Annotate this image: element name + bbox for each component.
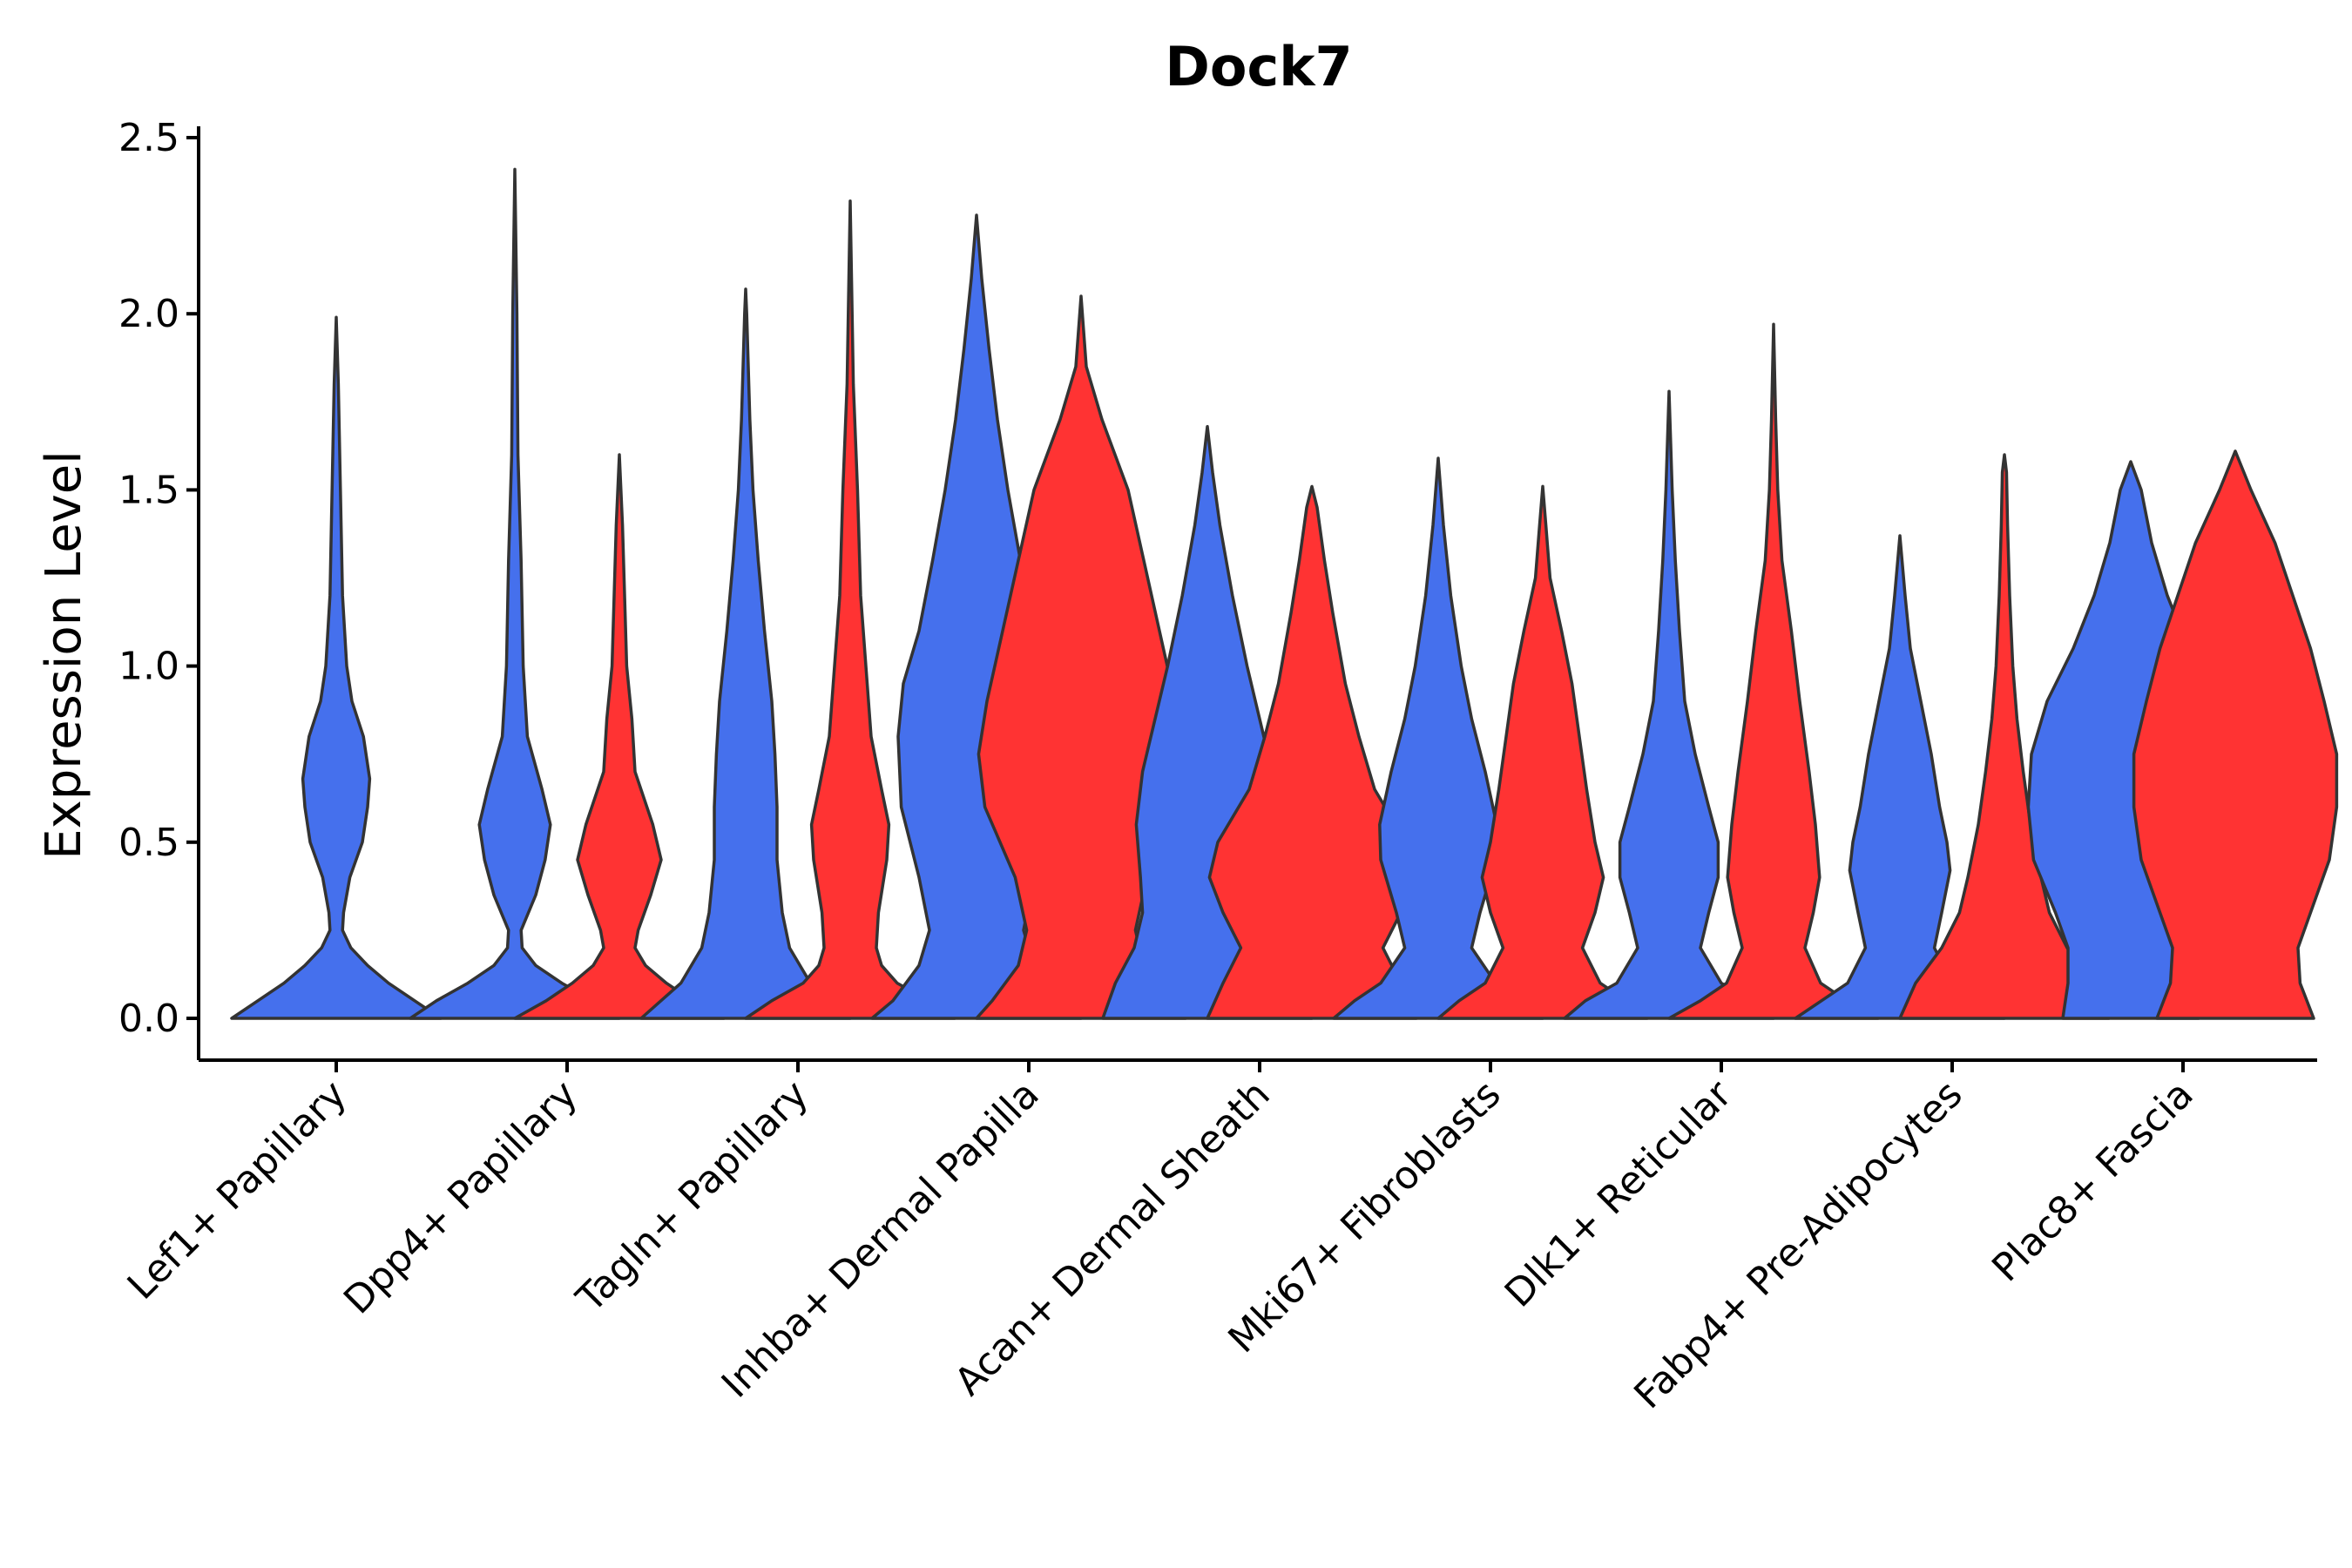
violin-red-6 <box>1667 322 1880 1020</box>
x-tick-label-1: Dpp4+ Papillary <box>335 1072 586 1323</box>
violin-red-5 <box>1436 484 1649 1020</box>
x-tick-label-0: Lef1+ Papillary <box>119 1072 355 1308</box>
y-axis-label: Expression Level <box>36 450 92 860</box>
x-tick-label-2: Tagln+ Papillary <box>568 1072 817 1321</box>
violin-blue-6 <box>1563 389 1775 1020</box>
violins-group <box>230 167 2339 1020</box>
violin-red-1 <box>513 453 726 1020</box>
y-tick-label-5: 2.5 <box>118 116 179 160</box>
violin-blue-7 <box>1794 534 2006 1020</box>
y-tick-label-1: 0.5 <box>118 821 179 865</box>
violin-red-2 <box>744 199 956 1020</box>
x-tick-label-6: Dlk1+ Reticular <box>1497 1071 1741 1316</box>
violin-red-8 <box>2132 449 2339 1020</box>
violin-blue-5 <box>1332 456 1544 1020</box>
violin-blue-2 <box>639 287 852 1020</box>
violin-blue-0 <box>230 315 443 1020</box>
y-tick-label-4: 2.0 <box>118 292 179 336</box>
chart-title: Dock7 <box>1165 35 1352 98</box>
y-tick-label-3: 1.5 <box>118 468 179 512</box>
y-tick-label-0: 0.0 <box>118 997 179 1041</box>
violin-blue-1 <box>409 167 621 1020</box>
y-tick-label-2: 1.0 <box>118 645 179 689</box>
x-tick-label-8: Plac8+ Fascia <box>1984 1072 2202 1291</box>
